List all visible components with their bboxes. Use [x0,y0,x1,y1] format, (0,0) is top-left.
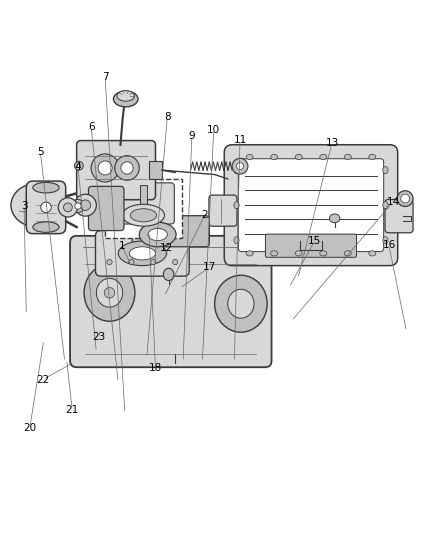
Ellipse shape [121,162,133,174]
Ellipse shape [139,222,176,247]
FancyBboxPatch shape [385,199,413,233]
Ellipse shape [104,287,115,298]
Ellipse shape [107,260,112,265]
Ellipse shape [33,222,59,232]
Text: 22: 22 [36,375,49,384]
Ellipse shape [320,251,327,256]
Ellipse shape [98,161,112,175]
Text: 16: 16 [382,240,396,251]
Text: 7: 7 [102,72,109,82]
FancyBboxPatch shape [265,234,357,257]
Text: 13: 13 [325,138,339,148]
Ellipse shape [369,251,376,256]
Ellipse shape [148,229,167,241]
Ellipse shape [383,167,388,174]
Ellipse shape [215,275,267,332]
Text: 3: 3 [21,201,28,211]
Text: 21: 21 [66,405,79,415]
Ellipse shape [344,155,351,159]
Ellipse shape [320,155,327,159]
Ellipse shape [234,237,239,244]
Ellipse shape [232,158,248,174]
Text: 2: 2 [201,210,208,220]
Ellipse shape [246,155,253,159]
Ellipse shape [64,203,72,212]
Ellipse shape [84,264,135,321]
Ellipse shape [11,183,64,227]
Ellipse shape [75,203,81,209]
Ellipse shape [295,251,302,256]
FancyBboxPatch shape [238,159,384,252]
FancyBboxPatch shape [132,216,209,247]
Ellipse shape [163,268,174,280]
Text: 4: 4 [74,161,81,172]
FancyBboxPatch shape [88,187,124,231]
FancyBboxPatch shape [209,195,237,226]
FancyBboxPatch shape [26,181,66,233]
Text: 9: 9 [188,131,195,141]
Ellipse shape [41,202,51,213]
Ellipse shape [118,241,166,265]
Ellipse shape [58,198,78,217]
Text: 17: 17 [203,262,216,272]
Text: 1: 1 [118,241,125,251]
Ellipse shape [237,163,244,169]
Ellipse shape [96,278,123,307]
Bar [105,179,182,238]
Ellipse shape [129,247,155,260]
Ellipse shape [369,155,376,159]
Text: 8: 8 [164,112,171,122]
FancyBboxPatch shape [95,231,189,276]
Text: 11: 11 [233,135,247,146]
Ellipse shape [329,214,340,223]
Text: 12: 12 [160,243,173,253]
FancyBboxPatch shape [70,236,272,367]
Ellipse shape [77,164,81,167]
Ellipse shape [80,200,91,211]
Text: 5: 5 [37,147,44,157]
Ellipse shape [383,201,388,209]
FancyBboxPatch shape [224,145,398,265]
Ellipse shape [173,260,178,265]
Ellipse shape [122,204,164,226]
Ellipse shape [344,251,351,256]
Text: 18: 18 [149,363,162,373]
Ellipse shape [271,155,278,159]
Ellipse shape [129,260,134,265]
Ellipse shape [117,91,134,101]
Text: 10: 10 [207,125,220,135]
Ellipse shape [246,251,253,256]
Text: 20: 20 [23,423,36,433]
FancyBboxPatch shape [77,141,155,200]
Ellipse shape [151,260,156,265]
Ellipse shape [383,237,388,244]
Ellipse shape [234,201,239,209]
Bar [149,161,162,179]
Ellipse shape [228,289,254,318]
Text: 15: 15 [308,236,321,246]
Ellipse shape [295,155,302,159]
Ellipse shape [33,182,59,193]
Bar [140,185,147,208]
Text: 23: 23 [92,333,105,343]
Ellipse shape [74,194,96,216]
Ellipse shape [271,251,278,256]
Ellipse shape [91,154,119,182]
Ellipse shape [401,194,410,203]
Text: 6: 6 [88,122,95,132]
Ellipse shape [234,167,239,174]
FancyBboxPatch shape [113,183,174,224]
Ellipse shape [71,199,85,213]
Ellipse shape [74,161,83,170]
Text: 14: 14 [387,197,400,207]
Ellipse shape [113,91,138,107]
Ellipse shape [397,191,413,206]
Ellipse shape [115,156,139,180]
Ellipse shape [131,209,156,222]
